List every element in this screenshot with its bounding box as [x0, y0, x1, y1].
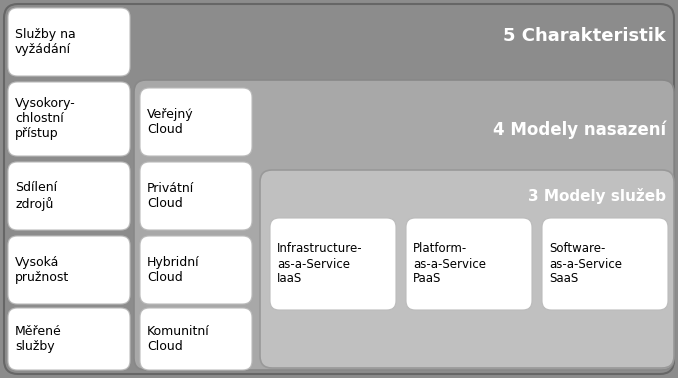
Text: Sdílení
zdrojů: Sdílení zdrojů: [15, 181, 57, 211]
Text: 3 Modely služeb: 3 Modely služeb: [528, 188, 666, 204]
FancyBboxPatch shape: [260, 170, 674, 368]
Text: Veřejný
Cloud: Veřejný Cloud: [147, 108, 194, 136]
FancyBboxPatch shape: [8, 236, 130, 304]
Text: Privátní
Cloud: Privátní Cloud: [147, 182, 195, 210]
Text: Měřené
služby: Měřené služby: [15, 325, 62, 353]
Text: Komunitní
Cloud: Komunitní Cloud: [147, 325, 210, 353]
FancyBboxPatch shape: [8, 8, 130, 76]
FancyBboxPatch shape: [8, 82, 130, 156]
Text: 4 Modely nasazení: 4 Modely nasazení: [493, 121, 666, 139]
FancyBboxPatch shape: [270, 218, 396, 310]
Text: Software-
as-a-Service
SaaS: Software- as-a-Service SaaS: [549, 243, 622, 285]
FancyBboxPatch shape: [8, 162, 130, 230]
FancyBboxPatch shape: [8, 308, 130, 370]
Text: 5 Charakteristik: 5 Charakteristik: [503, 27, 666, 45]
FancyBboxPatch shape: [134, 80, 674, 370]
Text: Služby na
vyžádání: Služby na vyžádání: [15, 28, 76, 56]
FancyBboxPatch shape: [140, 236, 252, 304]
FancyBboxPatch shape: [140, 162, 252, 230]
FancyBboxPatch shape: [140, 88, 252, 156]
Text: Platform-
as-a-Service
PaaS: Platform- as-a-Service PaaS: [413, 243, 486, 285]
Text: Vysokory-
chlostní
přístup: Vysokory- chlostní přístup: [15, 98, 76, 141]
Text: Vysoká
pružnost: Vysoká pružnost: [15, 256, 69, 284]
Text: Hybridní
Cloud: Hybridní Cloud: [147, 256, 199, 284]
FancyBboxPatch shape: [140, 308, 252, 370]
FancyBboxPatch shape: [542, 218, 668, 310]
Text: Infrastructure-
as-a-Service
IaaS: Infrastructure- as-a-Service IaaS: [277, 243, 363, 285]
FancyBboxPatch shape: [4, 4, 674, 374]
FancyBboxPatch shape: [406, 218, 532, 310]
